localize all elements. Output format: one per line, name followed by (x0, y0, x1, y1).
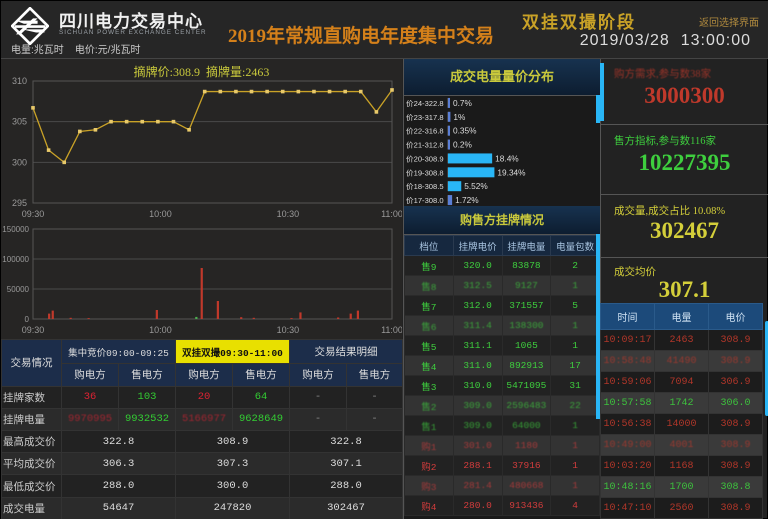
svg-text:10:00: 10:00 (149, 209, 172, 219)
svg-text:11:00: 11:00 (381, 325, 402, 335)
svg-text:价22-316.8: 价22-316.8 (406, 127, 444, 136)
svg-text:1.72%: 1.72% (455, 195, 479, 205)
svg-text:0.2%: 0.2% (453, 140, 473, 150)
svg-text:100000: 100000 (2, 255, 29, 264)
svg-text:300: 300 (12, 157, 27, 167)
svg-text:10:30: 10:30 (277, 325, 300, 335)
svg-text:价17-308.0: 价17-308.0 (406, 196, 444, 205)
svg-text:295: 295 (12, 198, 27, 208)
svg-text:50000: 50000 (7, 285, 30, 294)
svg-text:310: 310 (12, 76, 27, 86)
svg-text:10:30: 10:30 (277, 209, 300, 219)
svg-text:09:30: 09:30 (22, 209, 45, 219)
svg-text:价18-308.5: 价18-308.5 (406, 182, 444, 191)
svg-text:0: 0 (25, 315, 30, 324)
svg-text:150000: 150000 (2, 225, 29, 234)
svg-text:价23-317.8: 价23-317.8 (406, 113, 444, 122)
svg-text:18.4%: 18.4% (495, 153, 519, 163)
svg-text:11:00: 11:00 (381, 209, 402, 219)
svg-text:305: 305 (12, 117, 27, 127)
svg-text:5.52%: 5.52% (464, 181, 488, 191)
svg-text:价20-308.9: 价20-308.9 (406, 154, 444, 163)
svg-text:10:00: 10:00 (149, 325, 172, 335)
svg-text:价24-322.8: 价24-322.8 (406, 99, 444, 108)
svg-text:1%: 1% (453, 112, 466, 122)
svg-text:0.7%: 0.7% (453, 98, 473, 108)
svg-text:0.35%: 0.35% (453, 126, 477, 136)
svg-text:价21-312.8: 价21-312.8 (406, 141, 444, 150)
svg-text:价19-308.8: 价19-308.8 (406, 168, 444, 177)
svg-text:09:30: 09:30 (22, 325, 45, 335)
svg-text:19.34%: 19.34% (497, 167, 526, 177)
